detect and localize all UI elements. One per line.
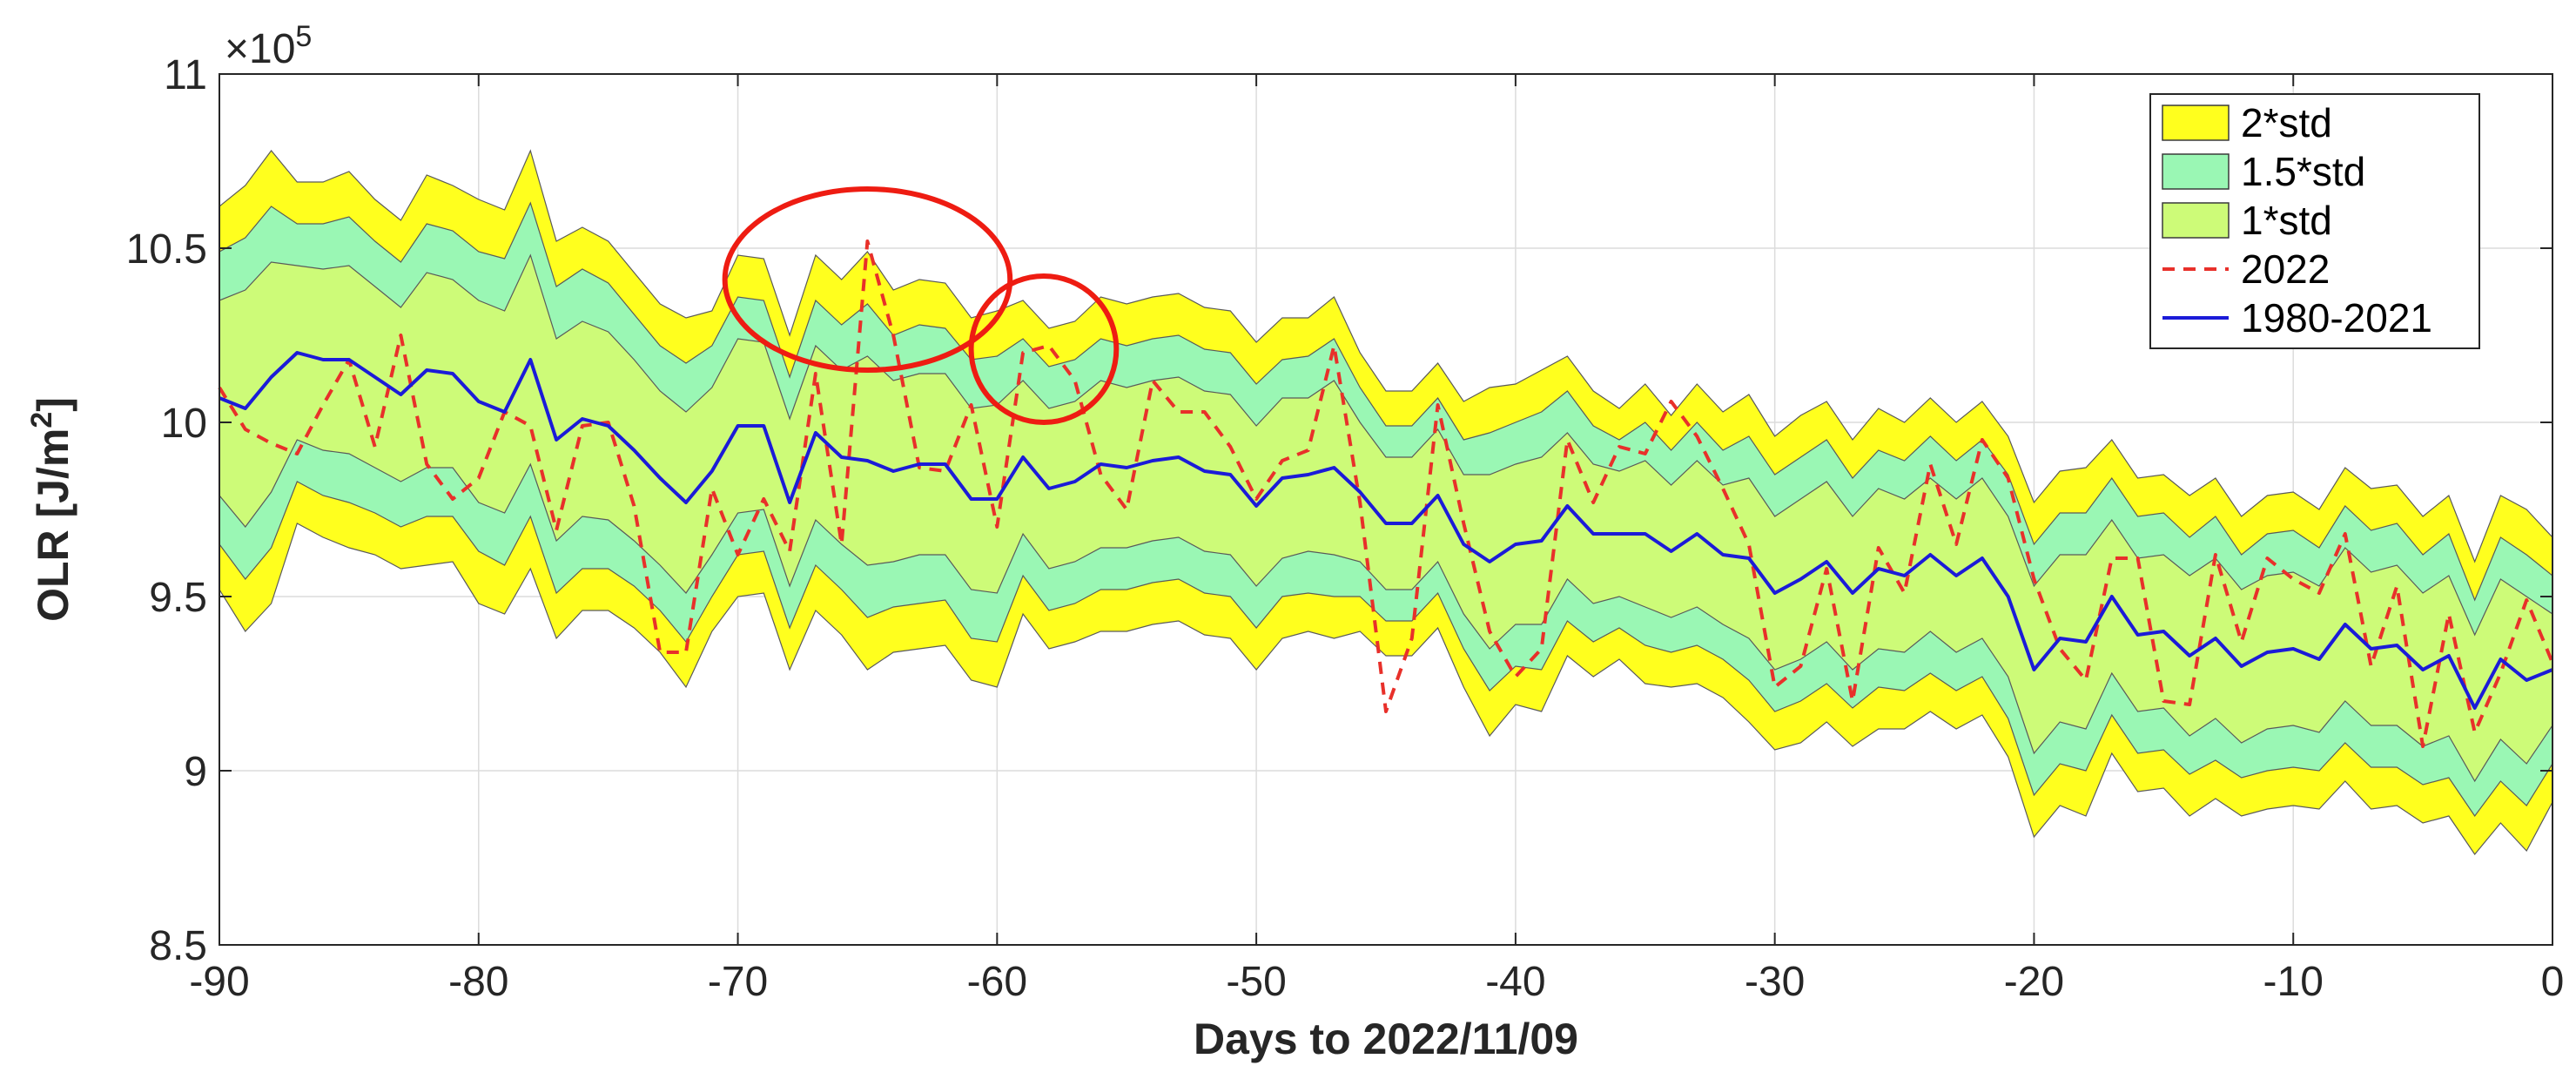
- y-axis-label: OLR [J/m2]: [25, 397, 77, 622]
- x-tick-label: -10: [2263, 959, 2324, 1005]
- y-axis-label-sup: 2: [25, 412, 58, 428]
- y-tick-label: 9: [184, 749, 207, 795]
- y-exponent: ×105: [225, 20, 312, 72]
- x-axis-label: Days to 2022/11/09: [1194, 1015, 1578, 1063]
- y-exponent-power: 5: [295, 20, 312, 53]
- ticks: -90 -80 -70 -60 -50 -40 -30 -20 -10 0 8.5 9 9.5 10 10.…: [126, 52, 2565, 1005]
- x-tick-label: -40: [1485, 959, 1545, 1005]
- x-tick-label: -80: [448, 959, 508, 1005]
- series-2022-line: [218, 239, 2554, 748]
- legend-swatch-2-std: [2162, 105, 2230, 141]
- legend-swatch-1-std: [2162, 202, 2230, 239]
- series-lines: [218, 239, 2554, 748]
- annotation-circle-2: [968, 273, 1120, 425]
- legend-label-2-std: 2*std: [2241, 100, 2332, 145]
- x-tick-label: -20: [2004, 959, 2064, 1005]
- legend-swatch-1-5-std: [2162, 153, 2230, 190]
- std-bands: [219, 149, 2553, 856]
- legend-label-2022: 2022: [2241, 246, 2330, 292]
- x-tick-label: -90: [189, 959, 249, 1005]
- x-tick-label: -30: [1745, 959, 1805, 1005]
- x-tick-label: -50: [1226, 959, 1286, 1005]
- y-exponent-prefix: ×10: [225, 26, 295, 72]
- y-axis-label-main: OLR [J/m: [29, 428, 77, 622]
- y-axis-label-end: ]: [29, 397, 77, 412]
- y-tick-label: 11: [164, 52, 207, 98]
- x-tick-label: -70: [708, 959, 768, 1005]
- y-tick-label: 10: [161, 401, 207, 447]
- annotations: [722, 186, 1120, 425]
- legend-label-1-5-std: 1.5*std: [2241, 149, 2365, 194]
- series-1980-2021-line: [219, 351, 2553, 710]
- x-tick-label: -60: [967, 959, 1027, 1005]
- y-tick-label: 10.5: [126, 226, 207, 273]
- x-tick-label: 0: [2541, 959, 2565, 1005]
- legend-label-1-std: 1*std: [2241, 198, 2332, 243]
- annotation-circle-1: [722, 186, 1013, 373]
- y-tick-label: 9.5: [149, 575, 207, 621]
- plot-frame: [219, 73, 2553, 946]
- legend-label-1980-2021: 1980-2021: [2241, 295, 2432, 341]
- y-tick-label: 8.5: [149, 923, 207, 969]
